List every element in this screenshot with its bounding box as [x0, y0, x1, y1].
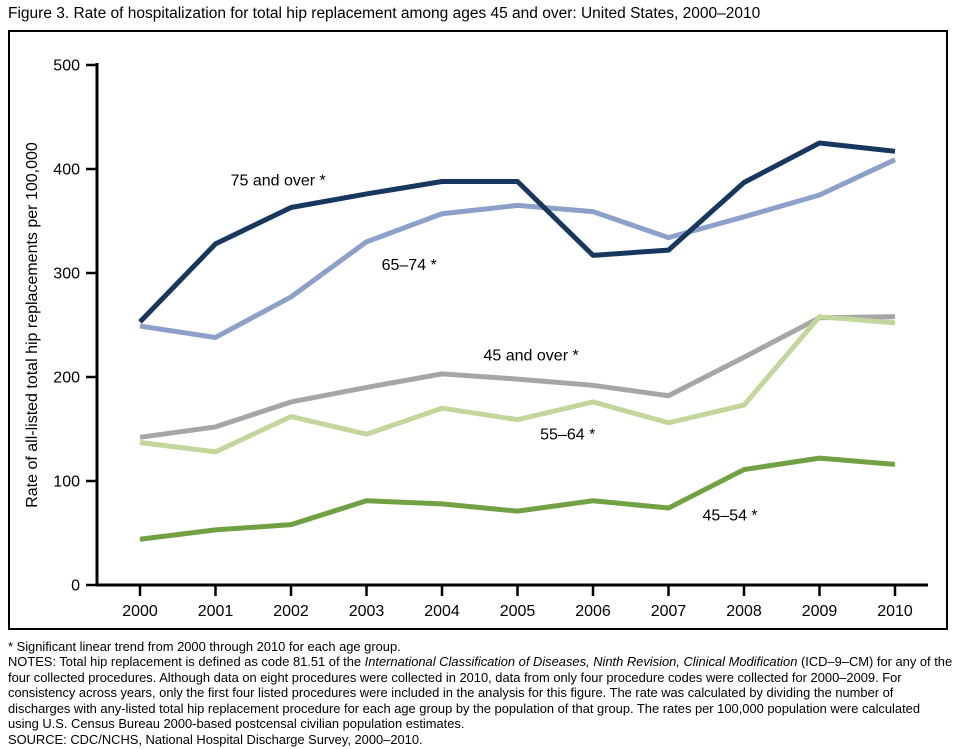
chart-frame: 0 100 200 300 400 500 2000 2001 2002 2003 2004 2005…	[8, 30, 948, 630]
series-line-75-and-over	[138, 140, 896, 324]
figure-title: Figure 3. Rate of hospitalization for to…	[8, 5, 761, 22]
series-line-45-54	[139, 455, 896, 542]
series-line-45-and-over	[139, 314, 896, 440]
footnote-significance: * Significant linear trend from 2000 thr…	[8, 639, 401, 654]
series-label-45-and-over: 45 and over *	[484, 347, 579, 364]
x-tick-label: 2004	[424, 603, 460, 620]
series-label-55-64: 55–64 *	[540, 426, 595, 443]
line-chart: 0 100 200 300 400 500 2000 2001 2002 2003 2004 2005…	[24, 58, 928, 620]
x-tick-label: 2009	[802, 603, 838, 620]
x-tick-label: 2001	[198, 603, 234, 620]
x-tick-label: 2002	[273, 603, 309, 620]
y-tick-label: 500	[53, 58, 80, 75]
y-axis-title: Rate of all-listed total hip replacement…	[24, 142, 41, 508]
series-line-55-64	[139, 314, 896, 455]
series-label-65-74: 65–74 *	[382, 257, 437, 274]
y-tick-label: 300	[53, 266, 80, 283]
y-tick-label: 0	[71, 578, 80, 595]
x-tick-label: 2007	[651, 603, 687, 620]
x-tick-label: 2005	[500, 603, 536, 620]
footnote-source: SOURCE: CDC/NCHS, National Hospital Disc…	[8, 731, 423, 747]
series-label-45-54: 45–54 *	[702, 508, 757, 525]
y-tick-label: 200	[53, 370, 80, 387]
notes-text-continued: (ICD–9–CM) for any of the four collected…	[8, 654, 953, 732]
x-tick-label: 2003	[349, 603, 385, 620]
footnote-notes: NOTES: Total hip replacement is defined …	[8, 654, 954, 731]
y-tick-label: 100	[53, 474, 80, 491]
notes-text: NOTES: Total hip replacement is defined …	[8, 654, 365, 670]
x-tick-label: 2010	[877, 603, 913, 620]
series-line-65-74	[139, 157, 897, 340]
notes-italic-title: International Classification of Diseases…	[364, 654, 798, 670]
y-tick-label: 400	[53, 162, 80, 179]
x-tick-label: 2000	[122, 603, 158, 620]
series-label-75-and-over: 75 and over *	[231, 173, 326, 190]
x-tick-label: 2008	[726, 603, 762, 620]
x-tick-label: 2006	[575, 603, 611, 620]
footnotes: * Significant linear trend from 2000 thr…	[8, 639, 954, 747]
